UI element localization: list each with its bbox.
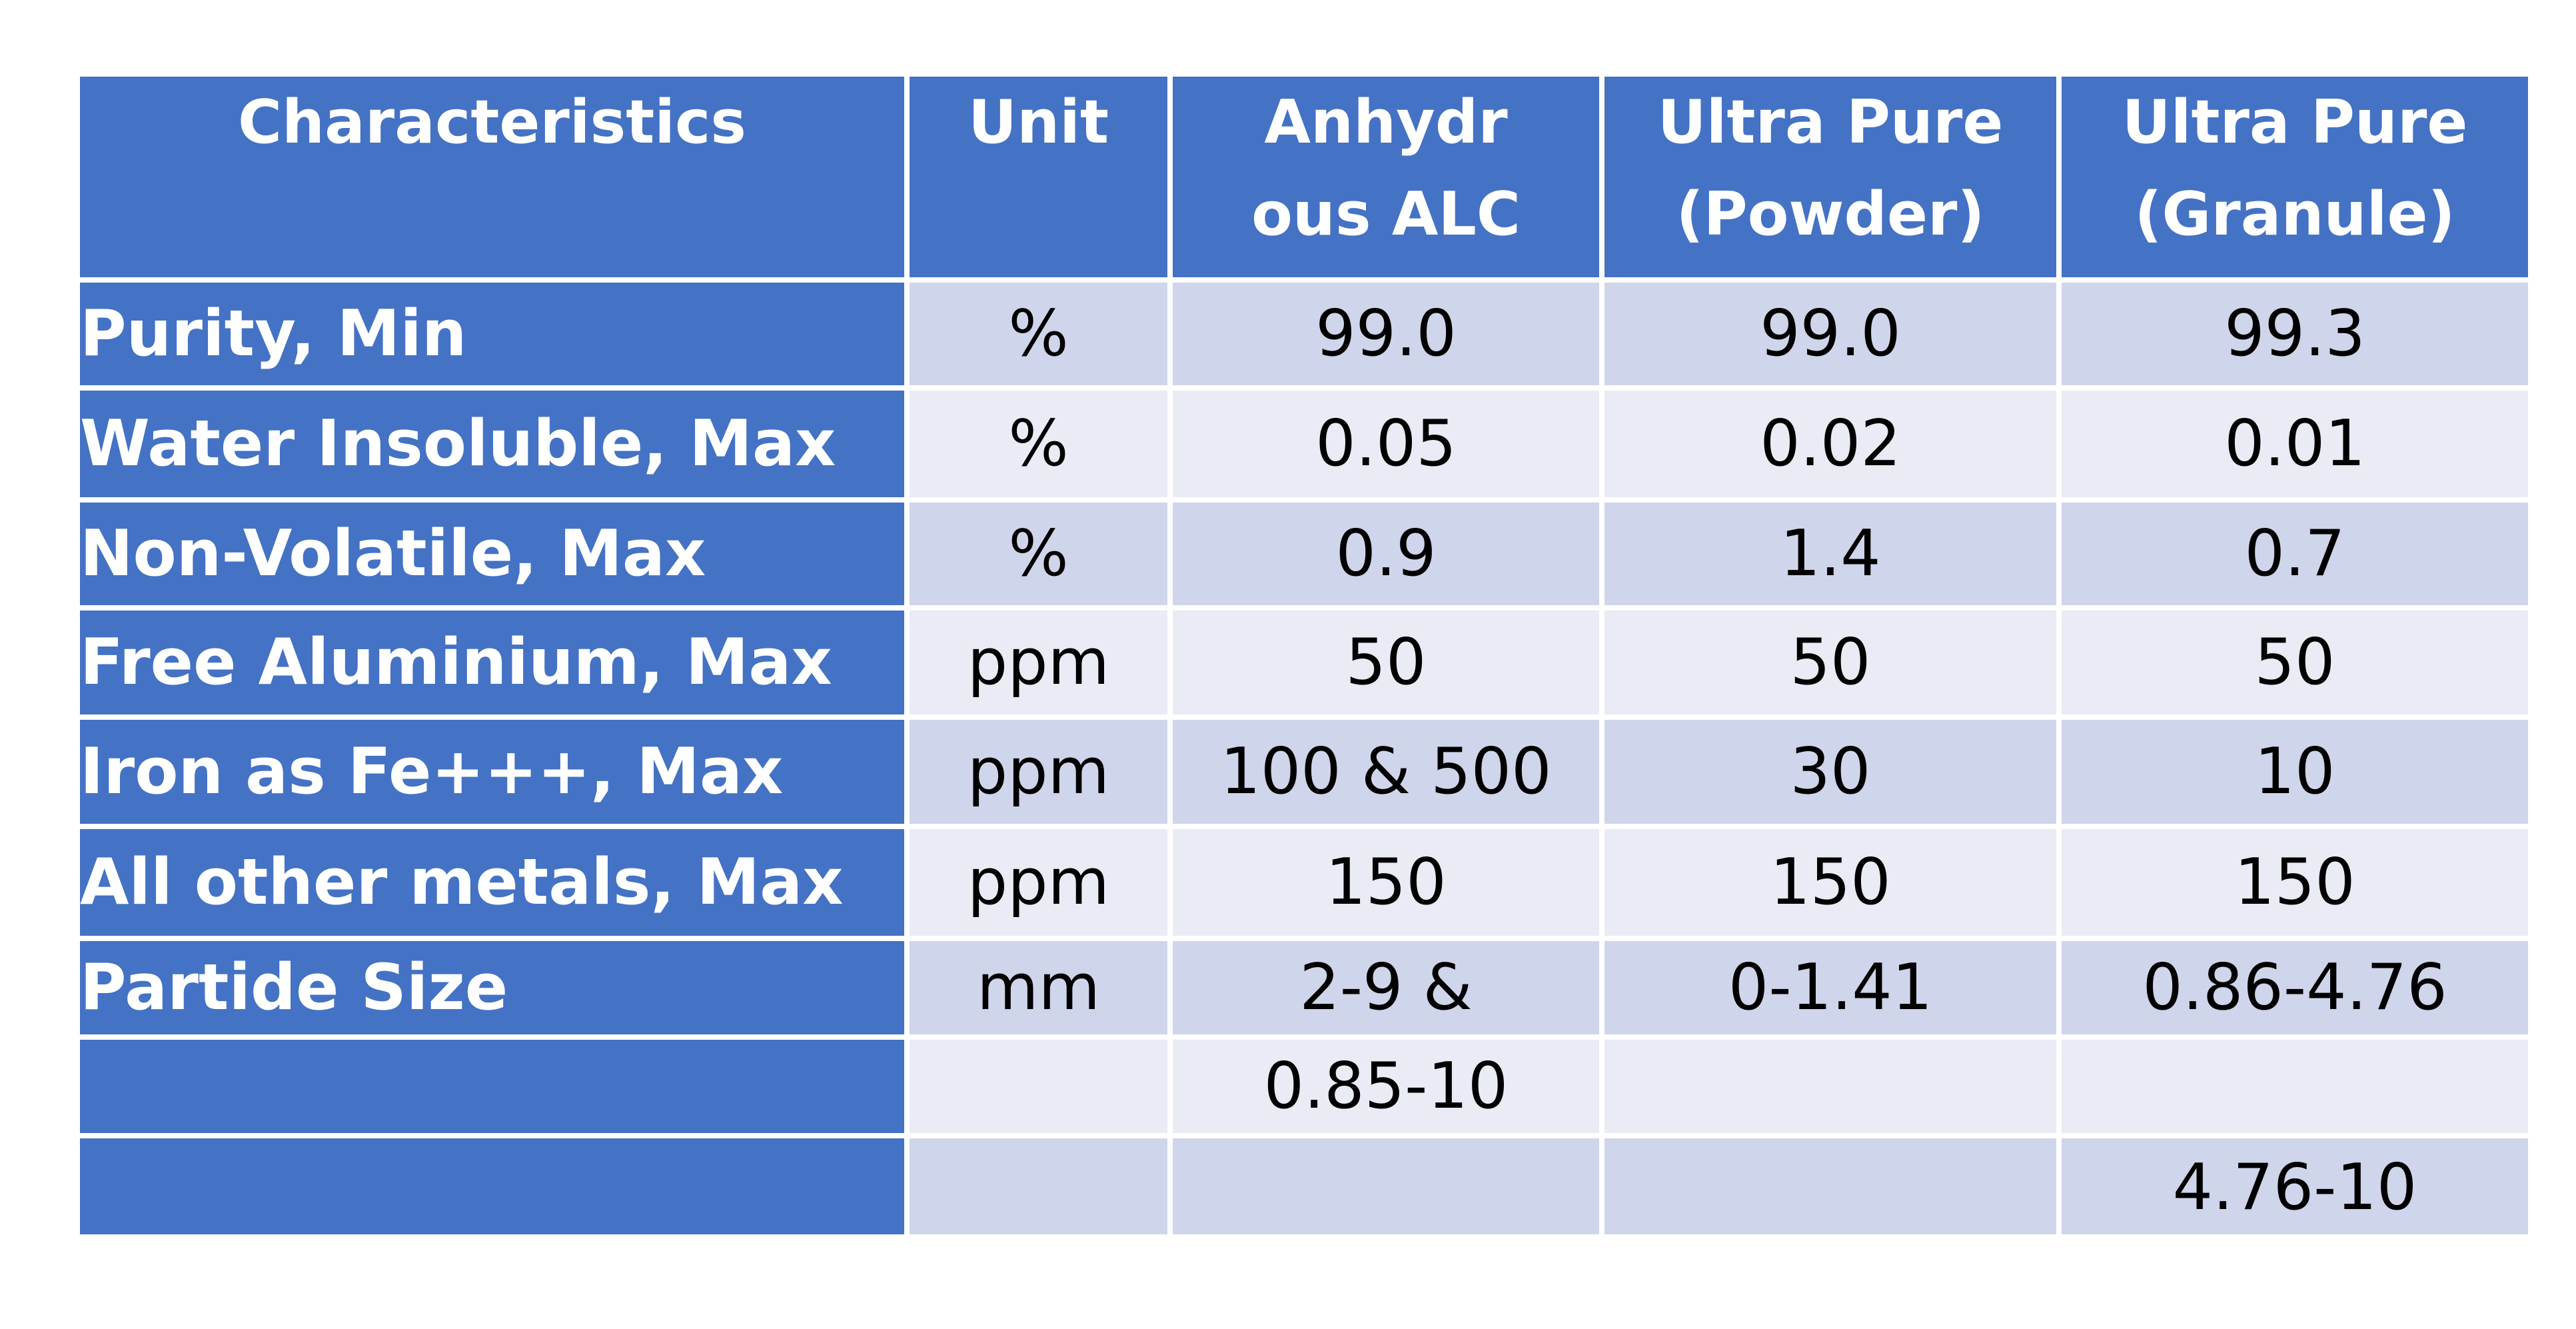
table-row: Non-Volatile, Max % 0.9 1.4 0.7 (80, 503, 2528, 605)
cell-ultra-pure-granule: 99.3 (2062, 283, 2528, 385)
table-row: Partide Size mm 2-9 & 0-1.41 0.86-4.76 (80, 941, 2528, 1034)
cell-unit: % (910, 391, 1167, 497)
table-row: Purity, Min % 99.0 99.0 99.3 (80, 283, 2528, 385)
header-characteristics: Characteristics (80, 77, 904, 277)
row-label: Non-Volatile, Max (80, 503, 904, 605)
cell-ultra-pure-powder: 1.4 (1605, 503, 2056, 605)
row-label: Partide Size (80, 941, 904, 1034)
cell-ultra-pure-granule: 4.76-10 (2062, 1138, 2528, 1234)
cell-ultra-pure-granule: 0.86-4.76 (2062, 941, 2528, 1034)
header-ultra-pure-granule: Ultra Pure (Granule) (2062, 77, 2528, 277)
row-label: Free Aluminium, Max (80, 611, 904, 714)
cell-anhydrous-alc: 0.9 (1173, 503, 1599, 605)
cell-anhydrous-alc: 100 & 500 (1173, 720, 1599, 824)
cell-unit: mm (910, 941, 1167, 1034)
cell-ultra-pure-powder: 150 (1605, 829, 2056, 936)
cell-unit: ppm (910, 720, 1167, 824)
row-label (80, 1040, 904, 1133)
cell-unit (910, 1040, 1167, 1133)
row-label (80, 1138, 904, 1234)
cell-ultra-pure-powder: 0.02 (1605, 391, 2056, 497)
cell-unit: ppm (910, 611, 1167, 714)
cell-ultra-pure-granule (2062, 1040, 2528, 1133)
header-anhydrous-alc: Anhydr ous ALC (1173, 77, 1599, 277)
table-row: All other metals, Max ppm 150 150 150 (80, 829, 2528, 936)
cell-ultra-pure-powder: 99.0 (1605, 283, 2056, 385)
cell-anhydrous-alc (1173, 1138, 1599, 1234)
table-row: 4.76-10 (80, 1138, 2528, 1234)
cell-unit (910, 1138, 1167, 1234)
cell-anhydrous-alc: 2-9 & (1173, 941, 1599, 1034)
row-label: All other metals, Max (80, 829, 904, 936)
table-row: 0.85-10 (80, 1040, 2528, 1133)
cell-unit: % (910, 503, 1167, 605)
header-row: Characteristics Unit Anhydr ous ALC Ultr… (80, 77, 2528, 277)
table-row: Free Aluminium, Max ppm 50 50 50 (80, 611, 2528, 714)
cell-anhydrous-alc: 0.85-10 (1173, 1040, 1599, 1133)
cell-ultra-pure-granule: 50 (2062, 611, 2528, 714)
cell-unit: ppm (910, 829, 1167, 936)
cell-ultra-pure-granule: 150 (2062, 829, 2528, 936)
row-label: Water Insoluble, Max (80, 391, 904, 497)
cell-ultra-pure-powder: 50 (1605, 611, 2056, 714)
cell-unit: % (910, 283, 1167, 385)
cell-anhydrous-alc: 0.05 (1173, 391, 1599, 497)
table-row: Water Insoluble, Max % 0.05 0.02 0.01 (80, 391, 2528, 497)
cell-ultra-pure-powder: 30 (1605, 720, 2056, 824)
cell-ultra-pure-granule: 10 (2062, 720, 2528, 824)
cell-ultra-pure-powder (1605, 1040, 2056, 1133)
cell-anhydrous-alc: 99.0 (1173, 283, 1599, 385)
table-row: Iron as Fe+++, Max ppm 100 & 500 30 10 (80, 720, 2528, 824)
specification-table: Characteristics Unit Anhydr ous ALC Ultr… (75, 71, 2533, 1240)
cell-anhydrous-alc: 50 (1173, 611, 1599, 714)
row-label: Iron as Fe+++, Max (80, 720, 904, 824)
cell-ultra-pure-powder: 0-1.41 (1605, 941, 2056, 1034)
header-unit: Unit (910, 77, 1167, 277)
row-label: Purity, Min (80, 283, 904, 385)
header-ultra-pure-powder: Ultra Pure (Powder) (1605, 77, 2056, 277)
cell-ultra-pure-granule: 0.01 (2062, 391, 2528, 497)
cell-ultra-pure-granule: 0.7 (2062, 503, 2528, 605)
cell-ultra-pure-powder (1605, 1138, 2056, 1234)
cell-anhydrous-alc: 150 (1173, 829, 1599, 936)
